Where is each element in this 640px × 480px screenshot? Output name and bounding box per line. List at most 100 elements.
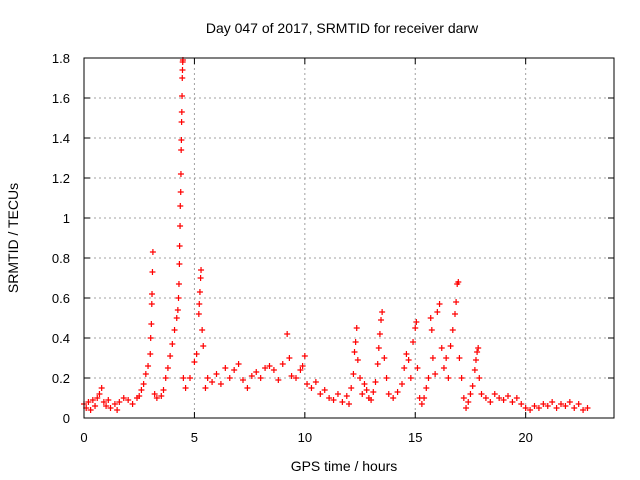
data-point (421, 395, 428, 401)
data-point (566, 399, 573, 405)
data-point (111, 401, 118, 407)
data-point (162, 375, 169, 381)
data-point (222, 365, 229, 371)
data-point (279, 361, 286, 367)
data-point (438, 345, 445, 351)
data-point (116, 399, 123, 405)
data-point (491, 391, 498, 397)
data-point (455, 279, 462, 285)
data-point (248, 373, 255, 379)
data-point (284, 331, 291, 337)
data-point (326, 395, 333, 401)
data-point (405, 357, 412, 363)
data-point (85, 399, 92, 405)
data-point (160, 387, 167, 393)
data-point (169, 341, 176, 347)
data-point (390, 395, 397, 401)
data-point (478, 391, 485, 397)
y-axis-label: SRMTID / TECUs (5, 183, 21, 293)
data-point (213, 371, 220, 377)
data-point (460, 395, 467, 401)
data-point (158, 393, 165, 399)
y-tick-label: 1 (63, 211, 70, 226)
data-point (359, 391, 366, 397)
data-point (339, 399, 346, 405)
data-point (177, 223, 184, 229)
data-point (428, 327, 435, 333)
data-point (352, 339, 359, 345)
data-point (231, 367, 238, 373)
data-point (456, 355, 463, 361)
data-point (410, 339, 417, 345)
data-point (178, 147, 185, 153)
data-point (171, 327, 178, 333)
data-point (531, 403, 538, 409)
data-point (114, 407, 121, 413)
y-tick-label: 0.6 (52, 291, 70, 306)
data-point (178, 137, 185, 143)
data-point (178, 109, 185, 115)
data-point (544, 403, 551, 409)
data-points (81, 57, 591, 413)
data-point (334, 391, 341, 397)
data-point (321, 387, 328, 393)
data-point (244, 385, 251, 391)
data-point (182, 385, 189, 391)
data-point (453, 299, 460, 305)
data-point (500, 397, 507, 403)
data-point (351, 349, 358, 355)
data-point (427, 315, 434, 321)
data-point (381, 355, 388, 361)
data-point (571, 405, 578, 411)
data-point (383, 375, 390, 381)
data-point (266, 363, 273, 369)
data-point (368, 397, 375, 403)
data-point (149, 291, 156, 297)
data-point (286, 355, 293, 361)
data-point (209, 379, 216, 385)
x-axis-label: GPS time / hours (291, 458, 398, 474)
data-point (149, 249, 156, 255)
data-point (191, 359, 198, 365)
data-point (472, 357, 479, 363)
data-point (343, 393, 350, 399)
data-point (413, 319, 420, 325)
data-point (103, 403, 110, 409)
data-point (379, 309, 386, 315)
data-point (354, 357, 361, 363)
data-point (176, 261, 183, 267)
data-point (562, 403, 569, 409)
data-point (87, 407, 94, 413)
data-point (425, 375, 432, 381)
data-point (107, 405, 114, 411)
data-point (418, 401, 425, 407)
data-point (346, 401, 352, 407)
plot-frame (83, 57, 615, 419)
data-point (193, 351, 200, 357)
data-point (196, 301, 203, 307)
data-point (198, 267, 205, 273)
y-tick-label: 0.2 (52, 371, 70, 386)
data-point (414, 365, 421, 371)
data-point (469, 383, 476, 389)
data-point (553, 405, 560, 411)
tick-labels: 0 5 10 15 20 0 0.2 0.4 0.6 0.8 1 1.2 1.4 1.6 1.8 (52, 51, 533, 445)
data-point (474, 349, 481, 355)
data-point (401, 365, 408, 371)
data-point (177, 203, 184, 209)
x-tick-label: 10 (298, 430, 312, 445)
data-point (558, 401, 564, 407)
data-point (196, 289, 203, 295)
data-point (463, 405, 470, 411)
data-point (445, 375, 452, 381)
data-point (535, 405, 542, 411)
data-point (180, 375, 187, 381)
data-point (357, 375, 364, 381)
data-point (471, 367, 478, 373)
data-point (288, 373, 295, 379)
data-point (138, 387, 145, 393)
x-tick-label: 20 (518, 430, 532, 445)
data-point (151, 391, 158, 397)
data-point (475, 345, 482, 351)
data-point (257, 375, 264, 381)
